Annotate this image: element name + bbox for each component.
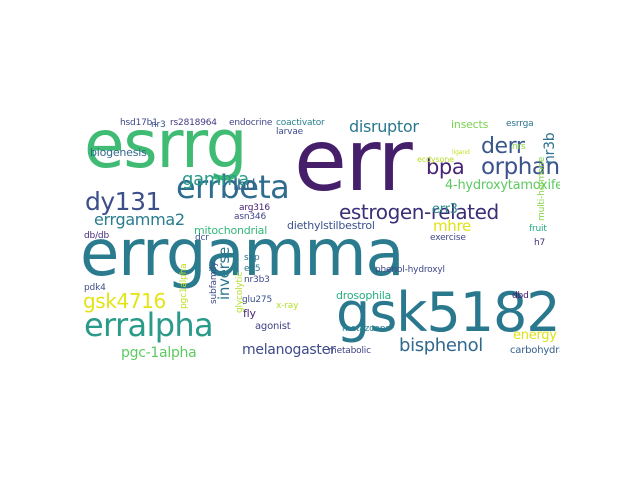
cloud-word: estrogen-related: [339, 200, 499, 224]
cloud-word: gsk4716: [83, 289, 166, 313]
cloud-word: mhre: [433, 217, 471, 235]
cloud-word: esrrg: [84, 112, 248, 183]
cloud-word: energy: [513, 328, 557, 343]
cloud-word: dcr: [195, 233, 209, 243]
cloud-word: pgc1alpha: [179, 263, 189, 309]
cloud-word: hsd17b1: [120, 118, 158, 128]
cloud-word: agonist: [255, 321, 291, 332]
cloud-word: diethylstilbestrol: [287, 219, 375, 232]
cloud-word: multi-hormone: [537, 156, 547, 221]
cloud-word: nrs: [512, 142, 526, 152]
cloud-word: inverse: [215, 247, 233, 300]
cloud-word: bisphenol: [399, 335, 483, 356]
cloud-word: insects: [451, 118, 489, 131]
cloud-word: errgamma2: [94, 210, 185, 229]
cloud-word: orphan: [481, 154, 560, 180]
cloud-word: subfamily: [209, 261, 219, 304]
cloud-word: pdk4: [84, 283, 106, 293]
cloud-word: bpa: [426, 155, 465, 179]
cloud-word: disruptor: [349, 117, 419, 136]
cloud-word: fruit: [529, 224, 547, 234]
cloud-word: endocrine: [229, 118, 273, 128]
cloud-word: db/db: [84, 231, 109, 241]
cloud-word: lbd: [233, 176, 256, 194]
cloud-word: gamma: [182, 169, 249, 190]
cloud-word: dbd: [512, 291, 529, 301]
cloud-word: err: [294, 112, 413, 211]
cloud-word: errbeta: [176, 168, 290, 206]
cloud-word: gsk5182: [336, 281, 560, 344]
cloud-word: ligand: [452, 149, 470, 156]
cloud-word: h7: [534, 238, 546, 248]
cloud-word: derr: [481, 134, 525, 159]
cloud-word: shp: [244, 253, 260, 263]
cloud-word: errgamma: [80, 217, 405, 291]
cloud-word: mitochondrial: [194, 224, 268, 237]
cloud-word: carbohydrate: [510, 345, 560, 356]
cloud-word: biogenesis: [90, 146, 147, 159]
cloud-word: x-ray: [276, 301, 299, 311]
cloud-word: arg316: [239, 203, 270, 213]
cloud-word: 4-hydroxytamoxifen: [445, 178, 560, 193]
cloud-word: melanogaster: [242, 342, 336, 358]
cloud-word: nr3: [151, 120, 166, 130]
word-cloud: errgamma err esrrg gsk5182 erralpha errb…: [80, 112, 560, 372]
cloud-word: erralpha: [84, 306, 214, 344]
cloud-word: metazoans: [342, 324, 390, 334]
cloud-word: larvae: [276, 127, 304, 137]
cloud-word: err3: [432, 202, 458, 217]
cloud-word: glu275: [242, 295, 273, 305]
cloud-word: e75: [244, 264, 261, 274]
cloud-word: exercise: [430, 233, 466, 243]
cloud-word: coactivator: [276, 118, 325, 128]
cloud-word: ecdysone: [417, 155, 454, 164]
cloud-word: phenol-hydroxyl: [375, 265, 445, 275]
cloud-word: pgc-1alpha: [121, 345, 197, 361]
cloud-word: rs2818964: [170, 118, 217, 128]
cloud-word: fly: [243, 307, 256, 320]
cloud-word: metabolic: [328, 346, 371, 356]
cloud-word: asn346: [234, 212, 267, 222]
cloud-word: esrrga: [506, 119, 534, 129]
cloud-word: drosophila: [336, 289, 392, 302]
cloud-word: dy131: [85, 187, 161, 216]
cloud-word: nr3b3: [244, 275, 270, 285]
